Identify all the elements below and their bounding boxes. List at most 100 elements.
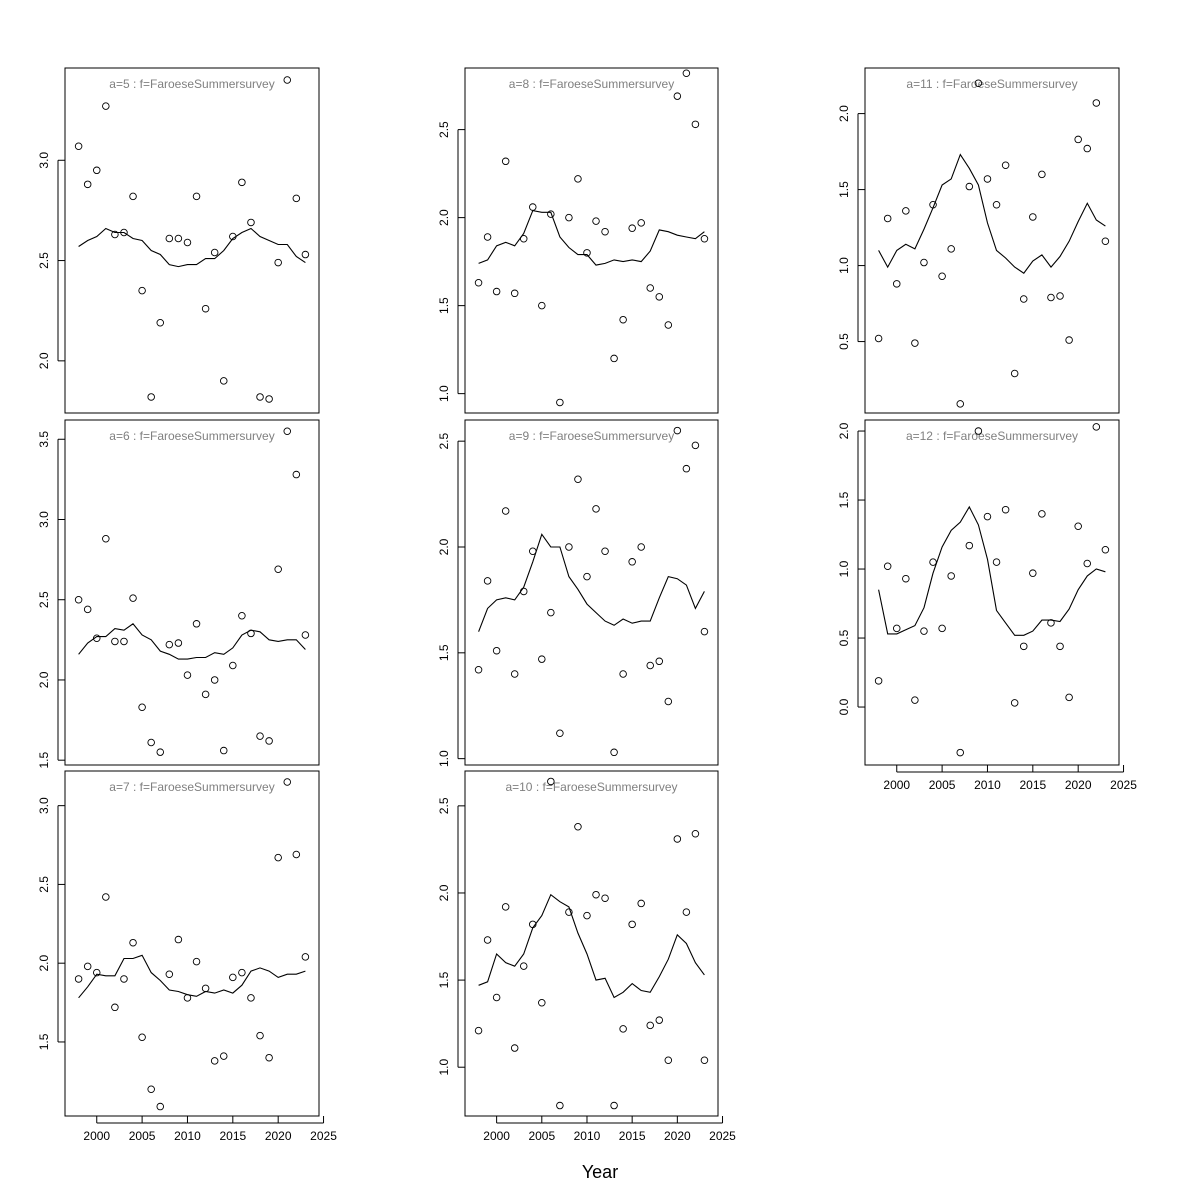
data-point — [993, 559, 1000, 566]
data-point — [948, 573, 955, 580]
data-point — [548, 609, 555, 616]
data-point — [620, 1026, 627, 1033]
panel-title: a=8 : f=FaroeseSummersurvey — [509, 77, 674, 91]
data-point — [266, 396, 273, 403]
data-point — [638, 544, 645, 551]
y-tick-label: 1.5 — [37, 752, 51, 769]
data-point — [130, 595, 137, 602]
data-point — [502, 158, 509, 165]
data-point — [647, 285, 654, 292]
data-point — [493, 288, 500, 295]
data-point — [1030, 570, 1037, 577]
fit-line — [479, 534, 705, 631]
data-point — [75, 596, 82, 603]
data-point — [1066, 694, 1073, 701]
data-point — [1039, 171, 1046, 178]
data-point — [284, 428, 291, 435]
data-point — [139, 704, 146, 711]
x-tick-label: 2020 — [265, 1129, 292, 1143]
data-point — [484, 937, 491, 944]
x-tick-label: 2010 — [174, 1129, 201, 1143]
data-point — [539, 656, 546, 663]
data-point — [683, 465, 690, 472]
data-point — [193, 620, 200, 627]
panels: a=5 : f=FaroeseSummersurvey2.02.53.0a=6 … — [37, 68, 1137, 1143]
data-point — [1102, 546, 1109, 553]
data-point — [157, 749, 164, 756]
data-point — [1075, 523, 1082, 530]
fit-line — [79, 624, 306, 659]
panel-title: a=9 : f=FaroeseSummersurvey — [509, 429, 674, 443]
y-tick-label: 3.0 — [37, 152, 51, 169]
data-point — [484, 234, 491, 241]
data-point — [84, 963, 91, 970]
data-point — [1057, 643, 1064, 650]
panel-frame — [65, 68, 319, 413]
data-point — [75, 143, 82, 150]
data-point — [884, 563, 891, 570]
data-point — [248, 995, 255, 1002]
data-point — [130, 193, 137, 200]
x-tick-label: 2025 — [310, 1129, 337, 1143]
y-tick-label: 0.5 — [837, 333, 851, 350]
y-tick-label: 2.0 — [437, 884, 451, 901]
data-point — [593, 891, 600, 898]
data-point — [248, 630, 255, 637]
data-point — [602, 228, 609, 235]
data-point — [656, 1017, 663, 1024]
fit-line — [479, 211, 705, 266]
data-point — [220, 747, 227, 754]
data-point — [493, 994, 500, 1001]
panel-7: a=11 : f=FaroeseSummersurvey 0.5 1.0 1.5 2.0 — [837, 68, 1119, 413]
panel-title: a=11 : f=FaroeseSummersurvey — [906, 77, 1077, 91]
data-point — [875, 335, 882, 342]
data-point — [656, 658, 663, 665]
data-point — [275, 566, 282, 573]
data-point — [939, 273, 946, 280]
data-point — [184, 239, 191, 246]
panel-8: a=12 : f=FaroeseSummersurvey0.00.51.01.5… — [837, 420, 1137, 792]
data-point — [211, 677, 218, 684]
x-tick-label: 2000 — [483, 1129, 510, 1143]
data-point — [511, 290, 518, 297]
data-point — [701, 628, 708, 635]
data-point — [84, 181, 91, 188]
y-tick-label: 2.0 — [437, 538, 451, 555]
y-tick-label: 2.0 — [437, 209, 451, 226]
data-point — [275, 854, 282, 861]
data-point — [275, 259, 282, 266]
y-tick-label: 1.0 — [437, 1059, 451, 1076]
data-point — [139, 1034, 146, 1041]
x-tick-label: 2005 — [929, 778, 956, 792]
data-point — [220, 1053, 227, 1060]
data-point — [239, 969, 246, 976]
data-point — [166, 971, 173, 978]
fit-line — [479, 895, 705, 998]
data-point — [638, 220, 645, 227]
data-point — [629, 559, 636, 566]
fit-line — [879, 155, 1106, 274]
data-point — [683, 70, 690, 77]
x-tick-label: 2010 — [574, 1129, 601, 1143]
data-point — [912, 340, 919, 347]
data-point — [1030, 214, 1037, 221]
data-point — [257, 1032, 264, 1039]
data-point — [984, 176, 991, 183]
data-point — [912, 697, 919, 704]
data-point — [1020, 296, 1027, 303]
data-point — [611, 355, 618, 362]
data-point — [103, 535, 110, 542]
y-tick-label: 1.0 — [437, 385, 451, 402]
data-point — [157, 319, 164, 326]
data-point — [230, 974, 237, 981]
data-point — [566, 214, 573, 221]
x-tick-label: 2015 — [219, 1129, 246, 1143]
data-point — [884, 215, 891, 222]
data-point — [665, 698, 672, 705]
panel-frame — [465, 68, 718, 413]
data-point — [575, 476, 582, 483]
data-point — [539, 999, 546, 1006]
data-point — [93, 167, 100, 174]
data-point — [966, 542, 973, 549]
